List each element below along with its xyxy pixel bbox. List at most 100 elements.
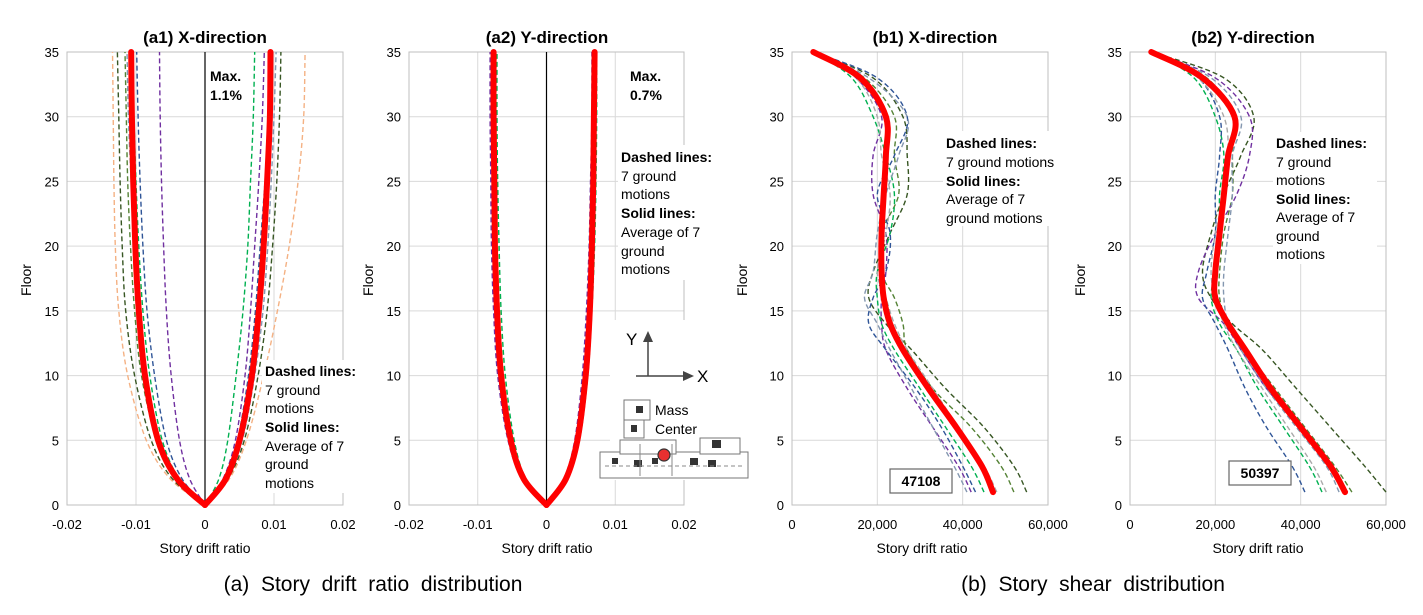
x-tick-label-a1: 0.01 <box>261 517 286 532</box>
series-line-motion-2-b1 <box>812 51 1015 493</box>
y-tick-label-a1: 15 <box>45 304 59 319</box>
x-tick-label-a2: 0 <box>543 517 550 532</box>
y-tick-label-a1: 25 <box>45 174 59 189</box>
series-line-average-negative-a1 <box>128 49 208 508</box>
series-line-motion-1-b2 <box>1151 51 1387 493</box>
base-shear-label-b1: 47108 <box>902 473 941 489</box>
y-tick-label-a2: 10 <box>387 369 401 384</box>
chart-title-b2: (b2) Y-direction <box>1191 28 1314 47</box>
y-axis-label-b2: Floor <box>1072 264 1088 296</box>
x-axis-label-a2: Story drift ratio <box>501 540 592 556</box>
y-tick-label-a2: 25 <box>387 174 401 189</box>
max-label-a2-line1: Max. <box>630 68 661 84</box>
series-line-motion-2-positive-a1 <box>204 51 282 506</box>
series-line-average-negative-a2 <box>490 49 550 508</box>
inset-y-label: Y <box>626 330 637 349</box>
chart-panel-a1: (a1) X-direction 0 5 10 15 20 25 30 35 -0.02 -0.0… <box>18 28 366 556</box>
series-line-motion-6-b1 <box>813 51 968 493</box>
x-tick-label-b1: 0 <box>788 517 795 532</box>
y-tick-label-b1: 0 <box>777 498 784 513</box>
y-tick-label-b1: 25 <box>770 174 784 189</box>
legend-note-a2-solid-3: motions <box>621 261 670 277</box>
x-tick-label-a2: 0.02 <box>671 517 696 532</box>
mass-center-label-1: Mass <box>655 402 688 418</box>
y-tick-label-a1: 5 <box>52 433 59 448</box>
caption-b: (b) Story shear distribution <box>961 573 1225 596</box>
y-tick-label-a2: 35 <box>387 45 401 60</box>
coordinate-axes-inset: Y X Mass Center <box>599 320 749 480</box>
legend-note-b2-solid-1: Average of 7 <box>1276 209 1355 225</box>
legend-note-a1-solid-title: Solid lines: <box>265 419 340 435</box>
legend-note-a2-dashed-1: 7 ground <box>621 168 676 184</box>
series-line-motion-4-positive-a2 <box>545 51 593 506</box>
x-tick-label-a2: -0.02 <box>394 517 424 532</box>
legend-note-bg-b2 <box>1273 132 1377 264</box>
legend-note-bg-a1 <box>262 360 366 493</box>
x-tick-label-b2: 20,000 <box>1195 517 1235 532</box>
series-line-motion-4-negative-a1 <box>158 51 206 506</box>
legend-note-a1-dashed-title: Dashed lines: <box>265 363 356 379</box>
x-tick-label-b1: 40,000 <box>943 517 983 532</box>
legend-note-a1-dashed-2: motions <box>265 400 314 416</box>
legend-note-b2-dashed-2: motions <box>1276 172 1325 188</box>
legend-note-a1-dashed-1: 7 ground <box>265 382 320 398</box>
legend-note-a2-dashed-title: Dashed lines: <box>621 149 712 165</box>
series-line-average-positive-a2 <box>543 49 598 508</box>
y-tick-label-b2: 25 <box>1108 174 1122 189</box>
series-line-motion-7-b2 <box>1150 51 1327 493</box>
series-line-motion-1-negative-a2 <box>495 51 548 506</box>
legend-note-a2: Dashed lines: 7 ground motions Solid lin… <box>618 145 724 280</box>
legend-note-a1: Dashed lines: 7 ground motions Solid lin… <box>262 360 366 493</box>
max-label-a1-line1: Max. <box>210 68 241 84</box>
legend-note-a1-solid-3: motions <box>265 475 314 491</box>
series-line-motion-1-positive-a2 <box>545 51 594 506</box>
legend-note-b2-solid-3: motions <box>1276 246 1325 262</box>
series-line-motion-4-positive-a1 <box>204 51 265 506</box>
x-axis-label-b1: Story drift ratio <box>876 540 967 556</box>
x-tick-label-a1: 0.02 <box>330 517 355 532</box>
legend-note-a1-solid-1: Average of 7 <box>265 438 344 454</box>
legend-note-b1-solid-1: Average of 7 <box>946 191 1025 207</box>
series-line-motion-5-negative-a1 <box>131 51 206 506</box>
caption-a: (a) Story drift ratio distribution <box>224 573 523 596</box>
x-tick-label-a1: -0.02 <box>52 517 82 532</box>
series-line-average-b2 <box>1148 49 1348 496</box>
y-tick-label-b2: 0 <box>1115 498 1122 513</box>
x-axis-label-b2: Story drift ratio <box>1212 540 1303 556</box>
y-tick-label-a2: 20 <box>387 239 401 254</box>
series-line-motion-1-positive-a1 <box>204 51 306 506</box>
x-arrow-head-icon <box>683 371 694 381</box>
series-line-motion-3-b1 <box>812 51 972 493</box>
series-line-motion-5-negative-a2 <box>496 51 548 506</box>
series-line-motion-7-positive-a2 <box>545 51 595 506</box>
y-axis-label-b1: Floor <box>734 264 750 296</box>
y-tick-label-b2: 5 <box>1115 433 1122 448</box>
y-tick-label-b1: 35 <box>770 45 784 60</box>
y-tick-label-a1: 10 <box>45 369 59 384</box>
legend-note-a2-solid-1: Average of 7 <box>621 224 700 240</box>
y-tick-label-b1: 5 <box>777 433 784 448</box>
legend-note-b2-solid-title: Solid lines: <box>1276 191 1351 207</box>
series-line-motion-5-positive-a1 <box>204 51 256 506</box>
x-tick-label-b2: 0 <box>1126 517 1133 532</box>
y-tick-label-a1: 35 <box>45 45 59 60</box>
base-shear-label-b2: 50397 <box>1241 465 1280 481</box>
x-tick-label-b2: 40,000 <box>1281 517 1321 532</box>
y-tick-label-b1: 15 <box>770 304 784 319</box>
y-tick-label-b2: 35 <box>1108 45 1122 60</box>
series-line-motion-7-negative-a2 <box>494 51 548 506</box>
x-tick-label-b1: 60,000 <box>1028 517 1068 532</box>
x-axis-label-a1: Story drift ratio <box>159 540 250 556</box>
chart-title-a1: (a1) X-direction <box>143 28 267 47</box>
legend-note-b2: Dashed lines: 7 ground motions Solid lin… <box>1273 132 1377 264</box>
series-line-motion-3-negative-a2 <box>493 51 548 506</box>
y-tick-label-b2: 15 <box>1108 304 1122 319</box>
x-tick-label-a1: 0 <box>201 517 208 532</box>
legend-note-a2-solid-title: Solid lines: <box>621 205 696 221</box>
inset-x-label: X <box>697 367 708 386</box>
chart-title-b1: (b1) X-direction <box>873 28 998 47</box>
y-tick-label-b1: 20 <box>770 239 784 254</box>
y-tick-label-b1: 10 <box>770 369 784 384</box>
series-line-motion-4-b1 <box>812 51 985 493</box>
